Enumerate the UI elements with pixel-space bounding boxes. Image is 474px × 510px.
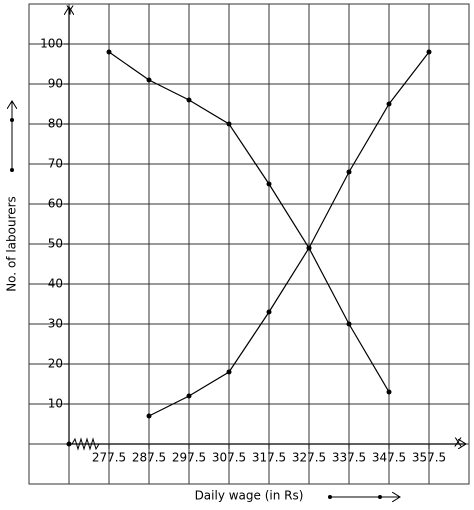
y-tick-label: 20: [48, 357, 63, 371]
point: [226, 369, 232, 375]
x-tick-label: 317.5: [252, 451, 286, 465]
arrow-dot: [10, 118, 14, 122]
x-tick-label: 287.5: [132, 451, 166, 465]
y-axis-label: No. of labourers: [5, 196, 19, 292]
y-tick-label: 90: [48, 77, 63, 91]
arrow-dot: [328, 495, 332, 499]
x-axis-letter: X: [454, 436, 462, 450]
y-tick-label: 40: [48, 277, 63, 291]
y-axis-letter: Y: [65, 4, 74, 18]
y-tick-label: 80: [48, 117, 63, 131]
series-line: [108, 51, 390, 393]
y-tick-label: 60: [48, 197, 63, 211]
point: [146, 413, 152, 419]
y-tick-label: 70: [48, 157, 63, 171]
y-tick-label: 50: [48, 237, 63, 251]
x-axis-label: Daily wage (in Rs): [195, 489, 304, 503]
point: [346, 169, 352, 175]
x-tick-label: 347.5: [372, 451, 406, 465]
point: [386, 389, 392, 395]
point: [306, 245, 312, 251]
point: [186, 97, 192, 103]
x-tick-label: 327.5: [292, 451, 326, 465]
x-tick-label: 357.5: [412, 451, 446, 465]
x-tick-label: 297.5: [172, 451, 206, 465]
y-tick-label: 10: [48, 397, 63, 411]
y-tick-label: 100: [40, 37, 63, 51]
x-tick-label: 337.5: [332, 451, 366, 465]
axis-break: [71, 437, 100, 451]
point: [186, 393, 192, 399]
point: [146, 77, 152, 83]
point: [346, 321, 352, 327]
arrow-dot: [10, 168, 14, 172]
point: [266, 181, 272, 187]
series-line: [148, 51, 430, 417]
point: [106, 49, 112, 55]
point: [226, 121, 232, 127]
origin-dot: [66, 441, 72, 447]
x-tick-label: 277.5: [92, 451, 126, 465]
point: [386, 101, 392, 107]
y-tick-label: 30: [48, 317, 63, 331]
point: [426, 49, 432, 55]
arrow-dot: [378, 495, 382, 499]
x-tick-label: 307.5: [212, 451, 246, 465]
point: [266, 309, 272, 315]
